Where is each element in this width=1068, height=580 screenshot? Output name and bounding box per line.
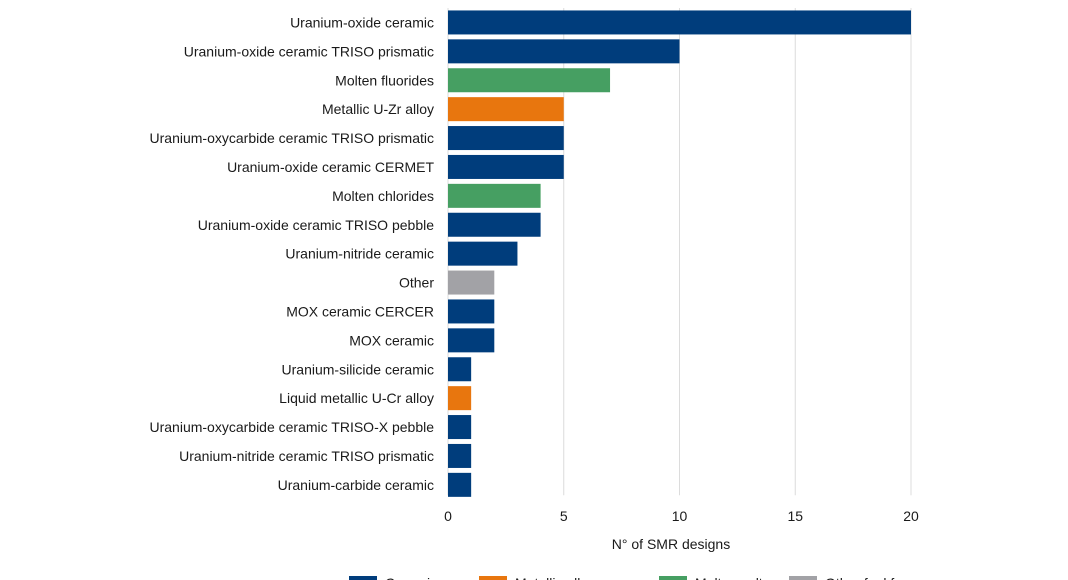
category-label: Uranium-nitride ceramic — [285, 246, 434, 262]
category-label: Uranium-oxycarbide ceramic TRISO prismat… — [150, 130, 434, 146]
category-label: Uranium-oxide ceramic CERMET — [227, 159, 434, 175]
category-label: Uranium-oxide ceramic TRISO pebble — [198, 217, 434, 233]
category-label: Uranium-oxide ceramic — [290, 14, 434, 30]
bar — [448, 126, 564, 151]
bar — [448, 270, 495, 295]
category-label: Metallic U-Zr alloy — [322, 101, 434, 117]
legend-label: Metallic alloys — [515, 575, 602, 580]
bar — [448, 386, 472, 411]
category-label: Uranium-silicide ceramic — [282, 361, 434, 377]
legend-label: Other fuel form — [825, 575, 918, 580]
x-tick-label: 15 — [787, 508, 803, 524]
bar — [448, 154, 564, 179]
x-tick-label: 20 — [903, 508, 919, 524]
category-label: Molten fluorides — [335, 72, 434, 88]
x-tick-label: 0 — [444, 508, 452, 524]
x-axis-title: N° of SMR designs — [612, 536, 730, 552]
legend-label: Ceramics — [385, 575, 444, 580]
category-label: Uranium-nitride ceramic TRISO prismatic — [179, 448, 434, 464]
bars — [448, 10, 911, 497]
bar — [448, 39, 680, 64]
legend-swatch — [659, 576, 687, 580]
legend-swatch — [479, 576, 507, 580]
bar — [448, 183, 541, 208]
bar — [448, 212, 541, 237]
bar — [448, 415, 472, 440]
category-label: Liquid metallic U-Cr alloy — [279, 390, 434, 406]
bar — [448, 443, 472, 468]
bar — [448, 357, 472, 382]
legend: Ceramics Metallic alloys Molten salts Other… — [349, 575, 918, 580]
legend-label: Molten salts — [695, 575, 770, 580]
category-label: Uranium-oxide ceramic TRISO prismatic — [184, 43, 434, 59]
bar — [448, 299, 495, 324]
bar — [448, 472, 472, 497]
x-tick-label: 5 — [560, 508, 568, 524]
legend-swatch — [349, 576, 377, 580]
bar — [448, 97, 564, 122]
category-label: Other — [399, 275, 434, 291]
category-label: Uranium-oxycarbide ceramic TRISO-X pebbl… — [149, 419, 434, 435]
legend-swatch — [789, 576, 817, 580]
category-label: Molten chlorides — [332, 188, 434, 204]
x-tick-label: 10 — [672, 508, 688, 524]
category-label: MOX ceramic CERCER — [286, 303, 434, 319]
x-tick-labels: 0 5 10 15 20 — [444, 508, 919, 524]
bar — [448, 328, 495, 353]
bar — [448, 241, 518, 266]
category-label: Uranium-carbide ceramic — [278, 477, 434, 493]
category-label: MOX ceramic — [349, 332, 434, 348]
category-labels: Uranium-oxide ceramic Uranium-oxide ceram… — [149, 14, 434, 492]
bar — [448, 68, 611, 93]
bar — [448, 10, 911, 35]
